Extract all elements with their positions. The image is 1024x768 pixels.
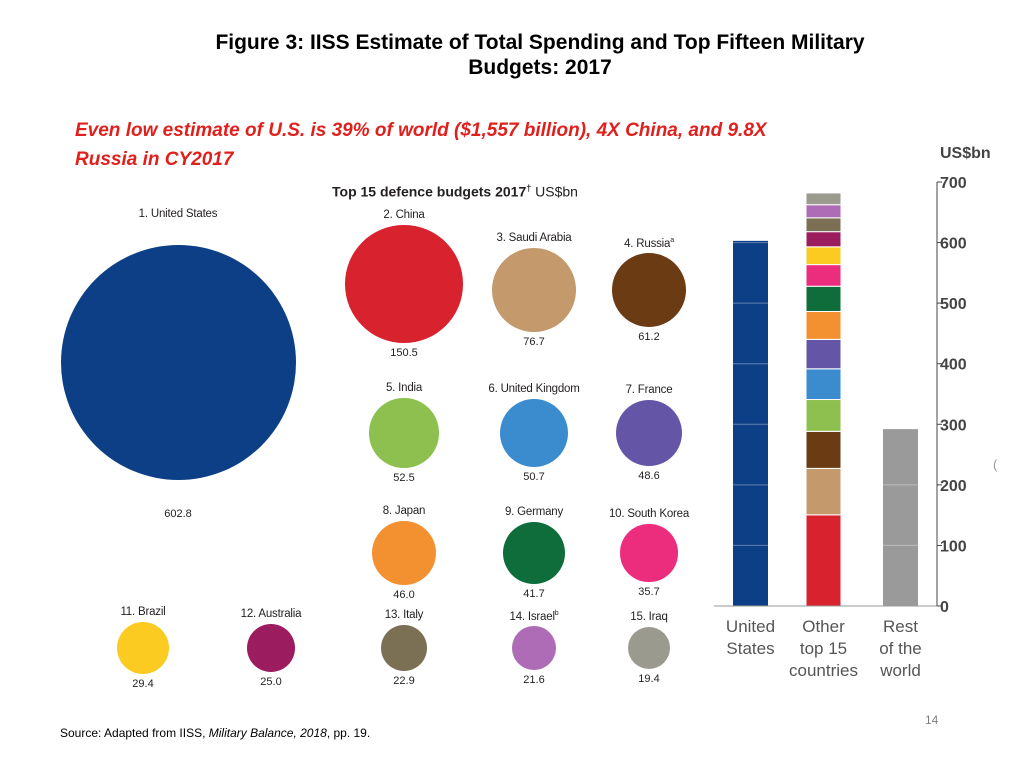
- bubble-value: 21.6: [523, 674, 545, 687]
- bubble-value: 48.6: [638, 470, 660, 483]
- bubble-label: 5. India: [385, 382, 423, 395]
- bubble-brazil: [117, 622, 169, 674]
- edge-glyph: (: [993, 457, 998, 472]
- y-axis-unit-label: US$bn: [940, 145, 990, 162]
- y-tick-label: 600: [940, 236, 967, 253]
- subtitle-line-2: Russia in CY2017: [75, 149, 234, 170]
- bubble-chart-title: Top 15 defence budgets 2017† US$bn: [332, 183, 578, 200]
- stack-segment-russia: [805, 430, 842, 469]
- bubble-chart-unit: US$bn: [535, 183, 578, 200]
- bubble-china: [345, 225, 463, 343]
- bubble-united-states: [60, 244, 296, 480]
- stack-segment-saudi-arabia: [805, 467, 842, 516]
- bubble-label: 12. Australia: [240, 608, 302, 621]
- bubble-value: 46.0: [393, 589, 415, 602]
- bubble-iraq: [627, 626, 671, 670]
- bubble-value: 150.5: [390, 346, 418, 359]
- y-tick-label: 0: [940, 599, 949, 616]
- bar-category-label: States: [726, 639, 774, 658]
- bubble-label: 8. Japan: [382, 504, 426, 517]
- bar-category-label: top 15: [800, 639, 847, 658]
- bubble-value: 19.4: [638, 673, 660, 686]
- bar-rest-of-the-world: [883, 429, 918, 606]
- bubble-label: 7. France: [625, 383, 673, 396]
- bubble-australia: [247, 624, 295, 672]
- bar-category-label: Other: [802, 617, 845, 636]
- y-tick-label: 400: [940, 357, 967, 374]
- bubble-united-kingdom: [499, 398, 569, 468]
- source-citation: Source: Adapted from IISS, Military Bala…: [60, 726, 370, 740]
- stacked-bar-chart: United States Other top 15 countries Rest of t…: [714, 145, 990, 680]
- bubble-south-korea: [620, 524, 678, 582]
- bubble-israel: [511, 625, 557, 671]
- source-suffix: , pp. 19.: [326, 726, 371, 740]
- stack-segment-united-kingdom: [805, 368, 842, 401]
- bubble-label: 10. South Korea: [608, 508, 690, 521]
- bubble-japan: [371, 520, 437, 586]
- bubble-label: 3. Saudi Arabia: [496, 232, 572, 245]
- y-tick-label: 200: [940, 478, 967, 495]
- bar-category-label: Rest: [883, 617, 918, 636]
- bubble-label-marker: a: [670, 236, 674, 244]
- bubble-germany: [503, 522, 565, 584]
- page-number: 14: [925, 713, 939, 727]
- stack-segment-france: [805, 338, 842, 370]
- y-tick-label: 100: [940, 538, 967, 555]
- bubble-italy: [381, 625, 427, 671]
- bubble-label: 11. Brazil: [120, 606, 166, 619]
- bubble-chart-title-text: Top 15 defence budgets 2017: [332, 183, 527, 200]
- bar-united-states: [733, 240, 768, 606]
- bubble-label: 9. Germany: [504, 506, 564, 519]
- subtitle-line-1: Even low estimate of U.S. is 39% of worl…: [75, 120, 767, 141]
- stack-segment-australia: [805, 231, 842, 248]
- slide-title: Figure 3: IISS Estimate of Total Spendin…: [140, 30, 940, 80]
- bubble-india: [369, 398, 439, 468]
- title-line-2: Budgets: 2017: [468, 56, 612, 79]
- stack-segment-iraq: [805, 192, 842, 206]
- bubble-saudi-arabia: [492, 248, 576, 332]
- bar-category-label: United: [726, 617, 775, 636]
- bubble-label-marker: b: [554, 609, 559, 617]
- bubble-label: 13. Italy: [384, 609, 424, 622]
- bubble-label: 14. Israelb: [509, 609, 559, 623]
- source-prefix: Source: Adapted from IISS,: [60, 726, 209, 740]
- bubble-label: 1. United States: [138, 208, 218, 220]
- bubble-value: 50.7: [523, 471, 545, 484]
- bubble-value: 25.0: [260, 675, 282, 688]
- stack-segment-italy: [805, 217, 842, 233]
- bubble-value: 61.2: [638, 331, 660, 344]
- y-tick-label: 300: [940, 417, 967, 434]
- stack-segment-germany: [805, 285, 842, 313]
- bubble-russia: [611, 252, 687, 328]
- bubble-value: 602.8: [164, 508, 192, 520]
- bubble-label: 2. China: [383, 209, 425, 222]
- bubble-chart-title-marker: †: [526, 183, 532, 193]
- y-tick-label: 700: [940, 175, 967, 192]
- stack-segment-japan: [805, 311, 842, 340]
- bar-category-label: countries: [789, 661, 858, 680]
- bubble-value: 29.4: [132, 677, 154, 690]
- bubble-france: [615, 399, 683, 467]
- bubble-label: 15. Iraq: [630, 610, 668, 623]
- stack-segment-south-korea: [805, 264, 842, 287]
- bubble-value: 35.7: [638, 585, 660, 598]
- slide-subtitle: Even low estimate of U.S. is 39% of worl…: [75, 116, 925, 174]
- stack-segment-india: [805, 399, 842, 432]
- y-tick-label: 500: [940, 296, 967, 313]
- title-line-1: Figure 3: IISS Estimate of Total Spendin…: [215, 31, 865, 54]
- stack-segment-israel: [805, 204, 842, 219]
- bubble-label: 6. United Kingdom: [488, 382, 580, 395]
- bar-category-label: world: [879, 661, 921, 680]
- bar-category-label: of the: [879, 639, 922, 658]
- stack-segment-china: [805, 514, 842, 607]
- bubble-value: 41.7: [523, 587, 545, 600]
- bubble-value: 52.5: [393, 471, 415, 484]
- bubble-value: 22.9: [393, 674, 415, 687]
- source-title: Military Balance, 2018: [208, 726, 327, 740]
- bubble-label: 4. Russiaa: [624, 236, 674, 250]
- bubble-value: 76.7: [523, 335, 545, 348]
- stack-segment-brazil: [805, 246, 842, 266]
